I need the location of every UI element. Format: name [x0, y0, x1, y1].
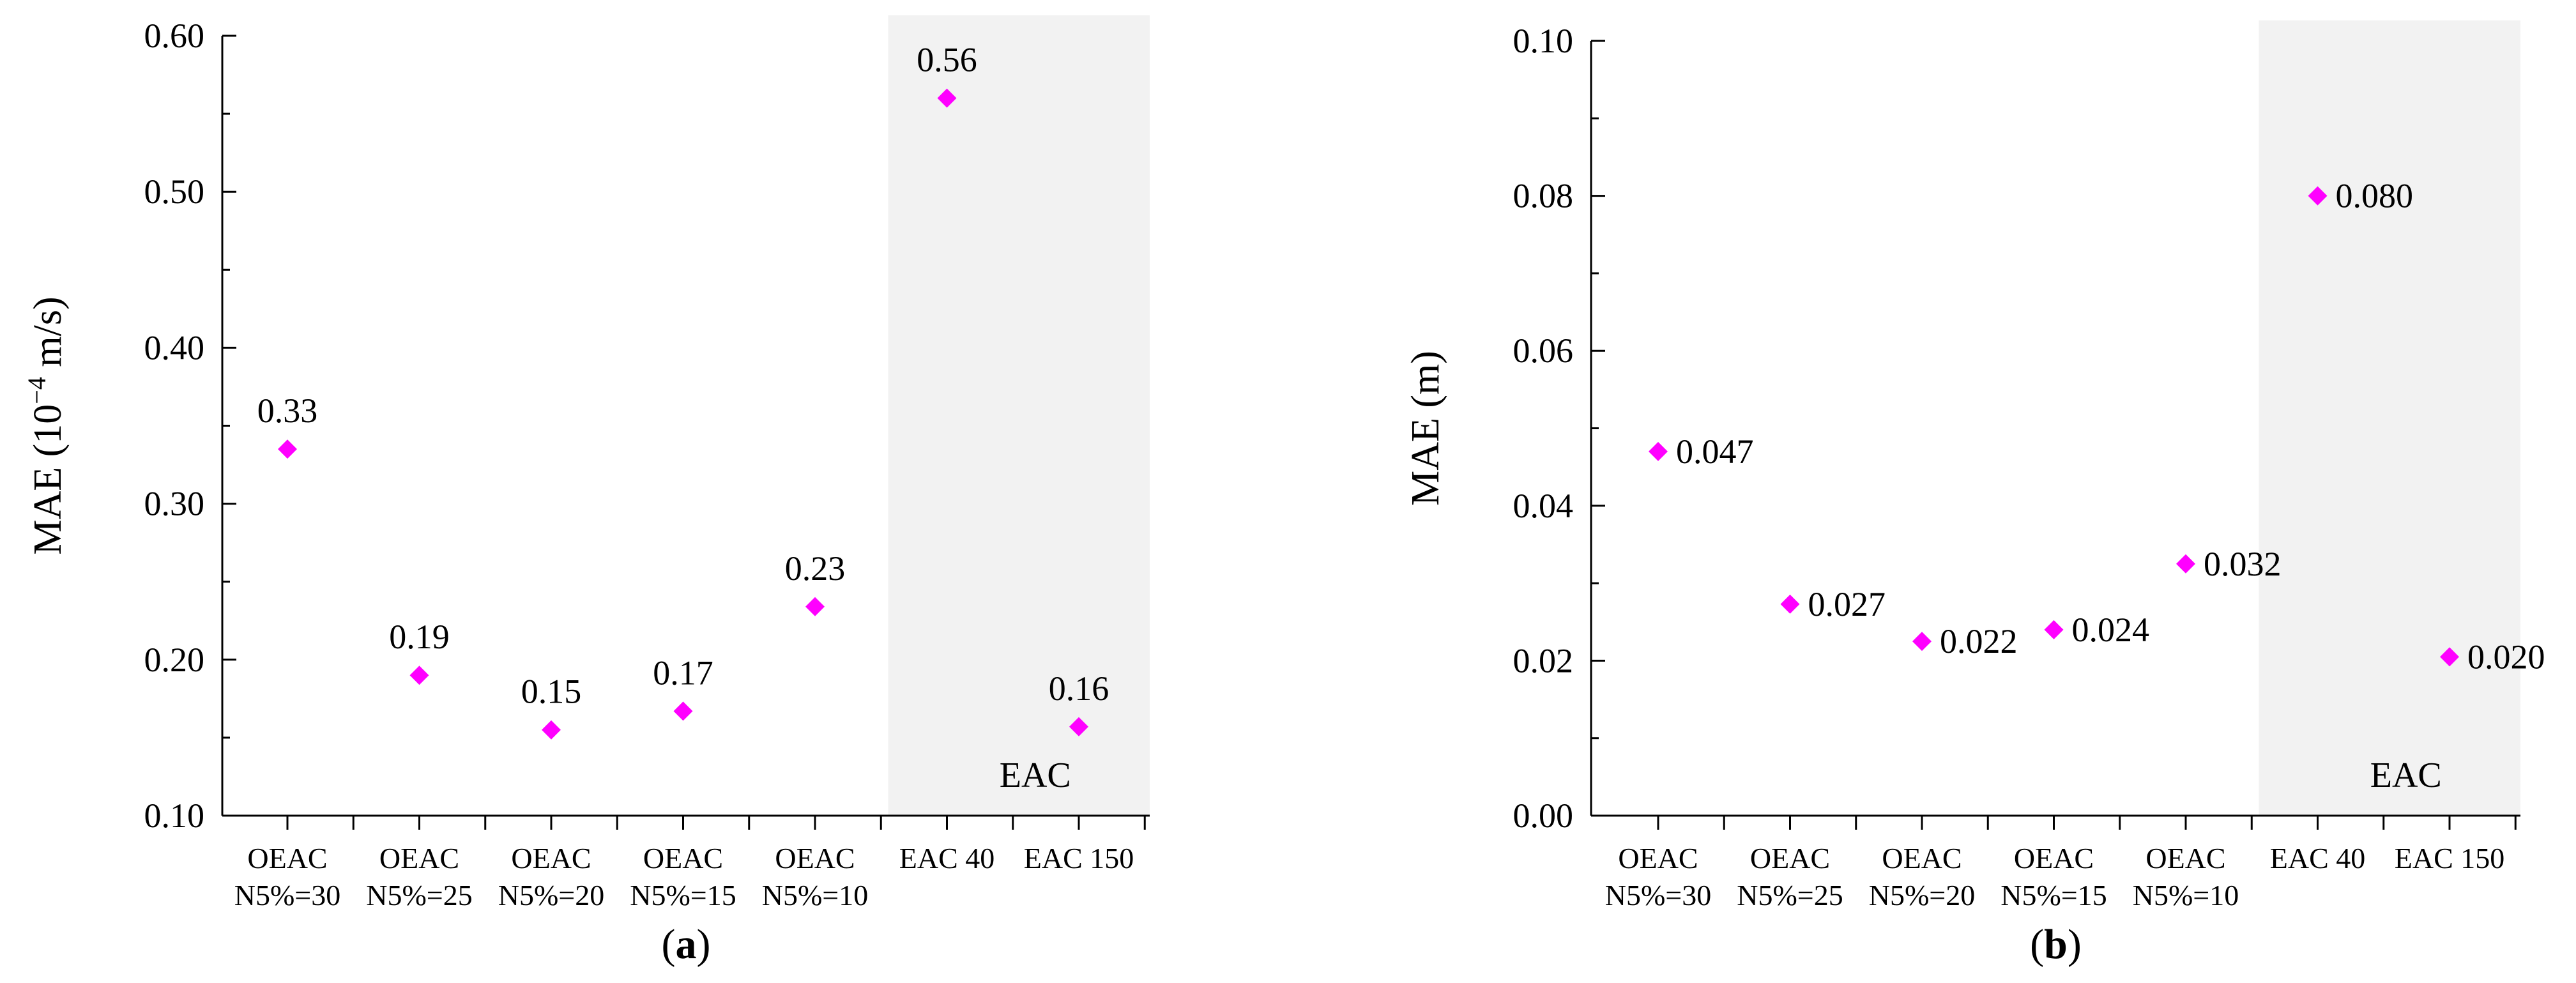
- x-category-label: OEAC: [1882, 842, 1962, 874]
- x-category-label: N5%=15: [630, 879, 736, 911]
- x-category-label: OEAC: [643, 842, 723, 874]
- data-label: 0.020: [2467, 637, 2545, 676]
- x-category-label: N5%=25: [1737, 879, 1843, 911]
- y-tick-label: 0.06: [1513, 331, 1574, 370]
- x-category-label: OEAC: [1750, 842, 1830, 874]
- data-label: 0.024: [2072, 611, 2150, 649]
- y-tick-label: 0.50: [144, 172, 205, 211]
- x-category-label: OEAC: [1618, 842, 1698, 874]
- panel-label-letter: a: [676, 921, 697, 968]
- x-category-label: EAC 150: [1024, 842, 1134, 874]
- panel-label: (a): [662, 921, 711, 968]
- data-marker: [1649, 441, 1668, 461]
- data-marker: [2176, 554, 2195, 574]
- data-label: 0.022: [1940, 622, 2018, 660]
- x-category-label: OEAC: [2014, 842, 2094, 874]
- panel-label: (b): [2030, 921, 2082, 968]
- x-category-label: N5%=30: [234, 879, 340, 911]
- x-category-label: OEAC: [379, 842, 459, 874]
- data-label: 0.16: [1049, 669, 1109, 708]
- data-marker: [278, 439, 297, 459]
- x-category-label: OEAC: [247, 842, 327, 874]
- x-category-label: N5%=30: [1605, 879, 1711, 911]
- y-axis-title: MAE (m): [1404, 351, 1447, 506]
- shaded-region: [888, 15, 1150, 816]
- panel-label-close: ): [697, 921, 711, 968]
- y-tick-label: 0.02: [1513, 641, 1574, 680]
- data-marker: [673, 701, 693, 721]
- x-category-label: EAC 40: [899, 842, 995, 874]
- panel-label-open: (: [2030, 921, 2044, 968]
- x-category-label: N5%=10: [762, 879, 868, 911]
- data-label: 0.17: [653, 653, 713, 692]
- data-label: 0.080: [2336, 177, 2414, 215]
- chart-panel-a: EAC 0.10 0.20 0.30 0.40 0.50 0.60 OEAC N5%=30 OEA…: [22, 15, 1150, 968]
- y-tick-label: 0.60: [144, 17, 205, 55]
- y-tick-label: 0.04: [1513, 487, 1574, 525]
- x-category-label: N5%=25: [366, 879, 472, 911]
- data-marker: [2308, 186, 2328, 206]
- x-category-label: OEAC: [511, 842, 591, 874]
- y-tick-label: 0.10: [144, 796, 205, 835]
- data-marker: [937, 88, 957, 108]
- data-marker: [2440, 647, 2459, 667]
- y-axis-title-prefix: MAE (10: [26, 404, 70, 555]
- y-tick-label: 0.20: [144, 641, 205, 679]
- y-tick-label: 0.30: [144, 485, 205, 523]
- data-label: 0.23: [785, 549, 846, 588]
- shaded-region-label: EAC: [2370, 756, 2442, 795]
- panel-label-close: ): [2068, 921, 2082, 968]
- data-label: 0.15: [521, 673, 582, 711]
- y-axis-title-prefix: MAE (m): [1404, 351, 1447, 506]
- data-label: 0.56: [917, 41, 977, 79]
- data-marker: [805, 597, 825, 616]
- x-category-label: OEAC: [775, 842, 855, 874]
- x-category-label: N5%=20: [498, 879, 604, 911]
- data-marker: [409, 666, 429, 685]
- chart-panel-b: EAC 0.00 0.02 0.04 0.06 0.08 0.10 OEAC N5%=30 OEA…: [1288, 0, 2575, 983]
- y-tick-label: 0.08: [1513, 177, 1574, 215]
- x-category-label: EAC 40: [2270, 842, 2366, 874]
- x-category-label: OEAC: [2145, 842, 2225, 874]
- data-marker: [542, 720, 561, 740]
- data-label: 0.33: [257, 392, 318, 430]
- data-label: 0.027: [1808, 585, 1886, 623]
- chart-a: EAC 0.10 0.20 0.30 0.40 0.50 0.60 OEAC N5%=30 OEA…: [22, 15, 1150, 968]
- panel-label-letter: b: [2044, 921, 2068, 968]
- x-category-label: N5%=20: [1869, 879, 1975, 911]
- y-axis-title: MAE (10−4 m/s): [22, 296, 70, 554]
- chart-b: EAC 0.00 0.02 0.04 0.06 0.08 0.10 OEAC N5%=30 OEA…: [1404, 20, 2545, 968]
- data-label: 0.19: [389, 618, 450, 656]
- data-marker: [1912, 632, 1932, 652]
- data-label: 0.032: [2204, 545, 2282, 583]
- data-label: 0.047: [1676, 432, 1754, 471]
- y-axis-title-suffix: m/s): [26, 296, 70, 377]
- shaded-region: [2259, 20, 2520, 816]
- y-tick-label: 0.10: [1513, 22, 1574, 60]
- shaded-region-label: EAC: [1000, 756, 1071, 795]
- x-category-label: N5%=15: [2001, 879, 2107, 911]
- x-category-label: EAC 150: [2395, 842, 2505, 874]
- x-category-label: N5%=10: [2133, 879, 2239, 911]
- y-tick-label: 0.00: [1513, 796, 1574, 835]
- panel-label-open: (: [662, 921, 676, 968]
- y-tick-label: 0.40: [144, 328, 205, 367]
- data-marker: [1069, 717, 1088, 736]
- data-marker: [1780, 594, 1800, 614]
- data-marker: [2044, 620, 2064, 639]
- y-axis-title-exponent: −4: [22, 377, 51, 404]
